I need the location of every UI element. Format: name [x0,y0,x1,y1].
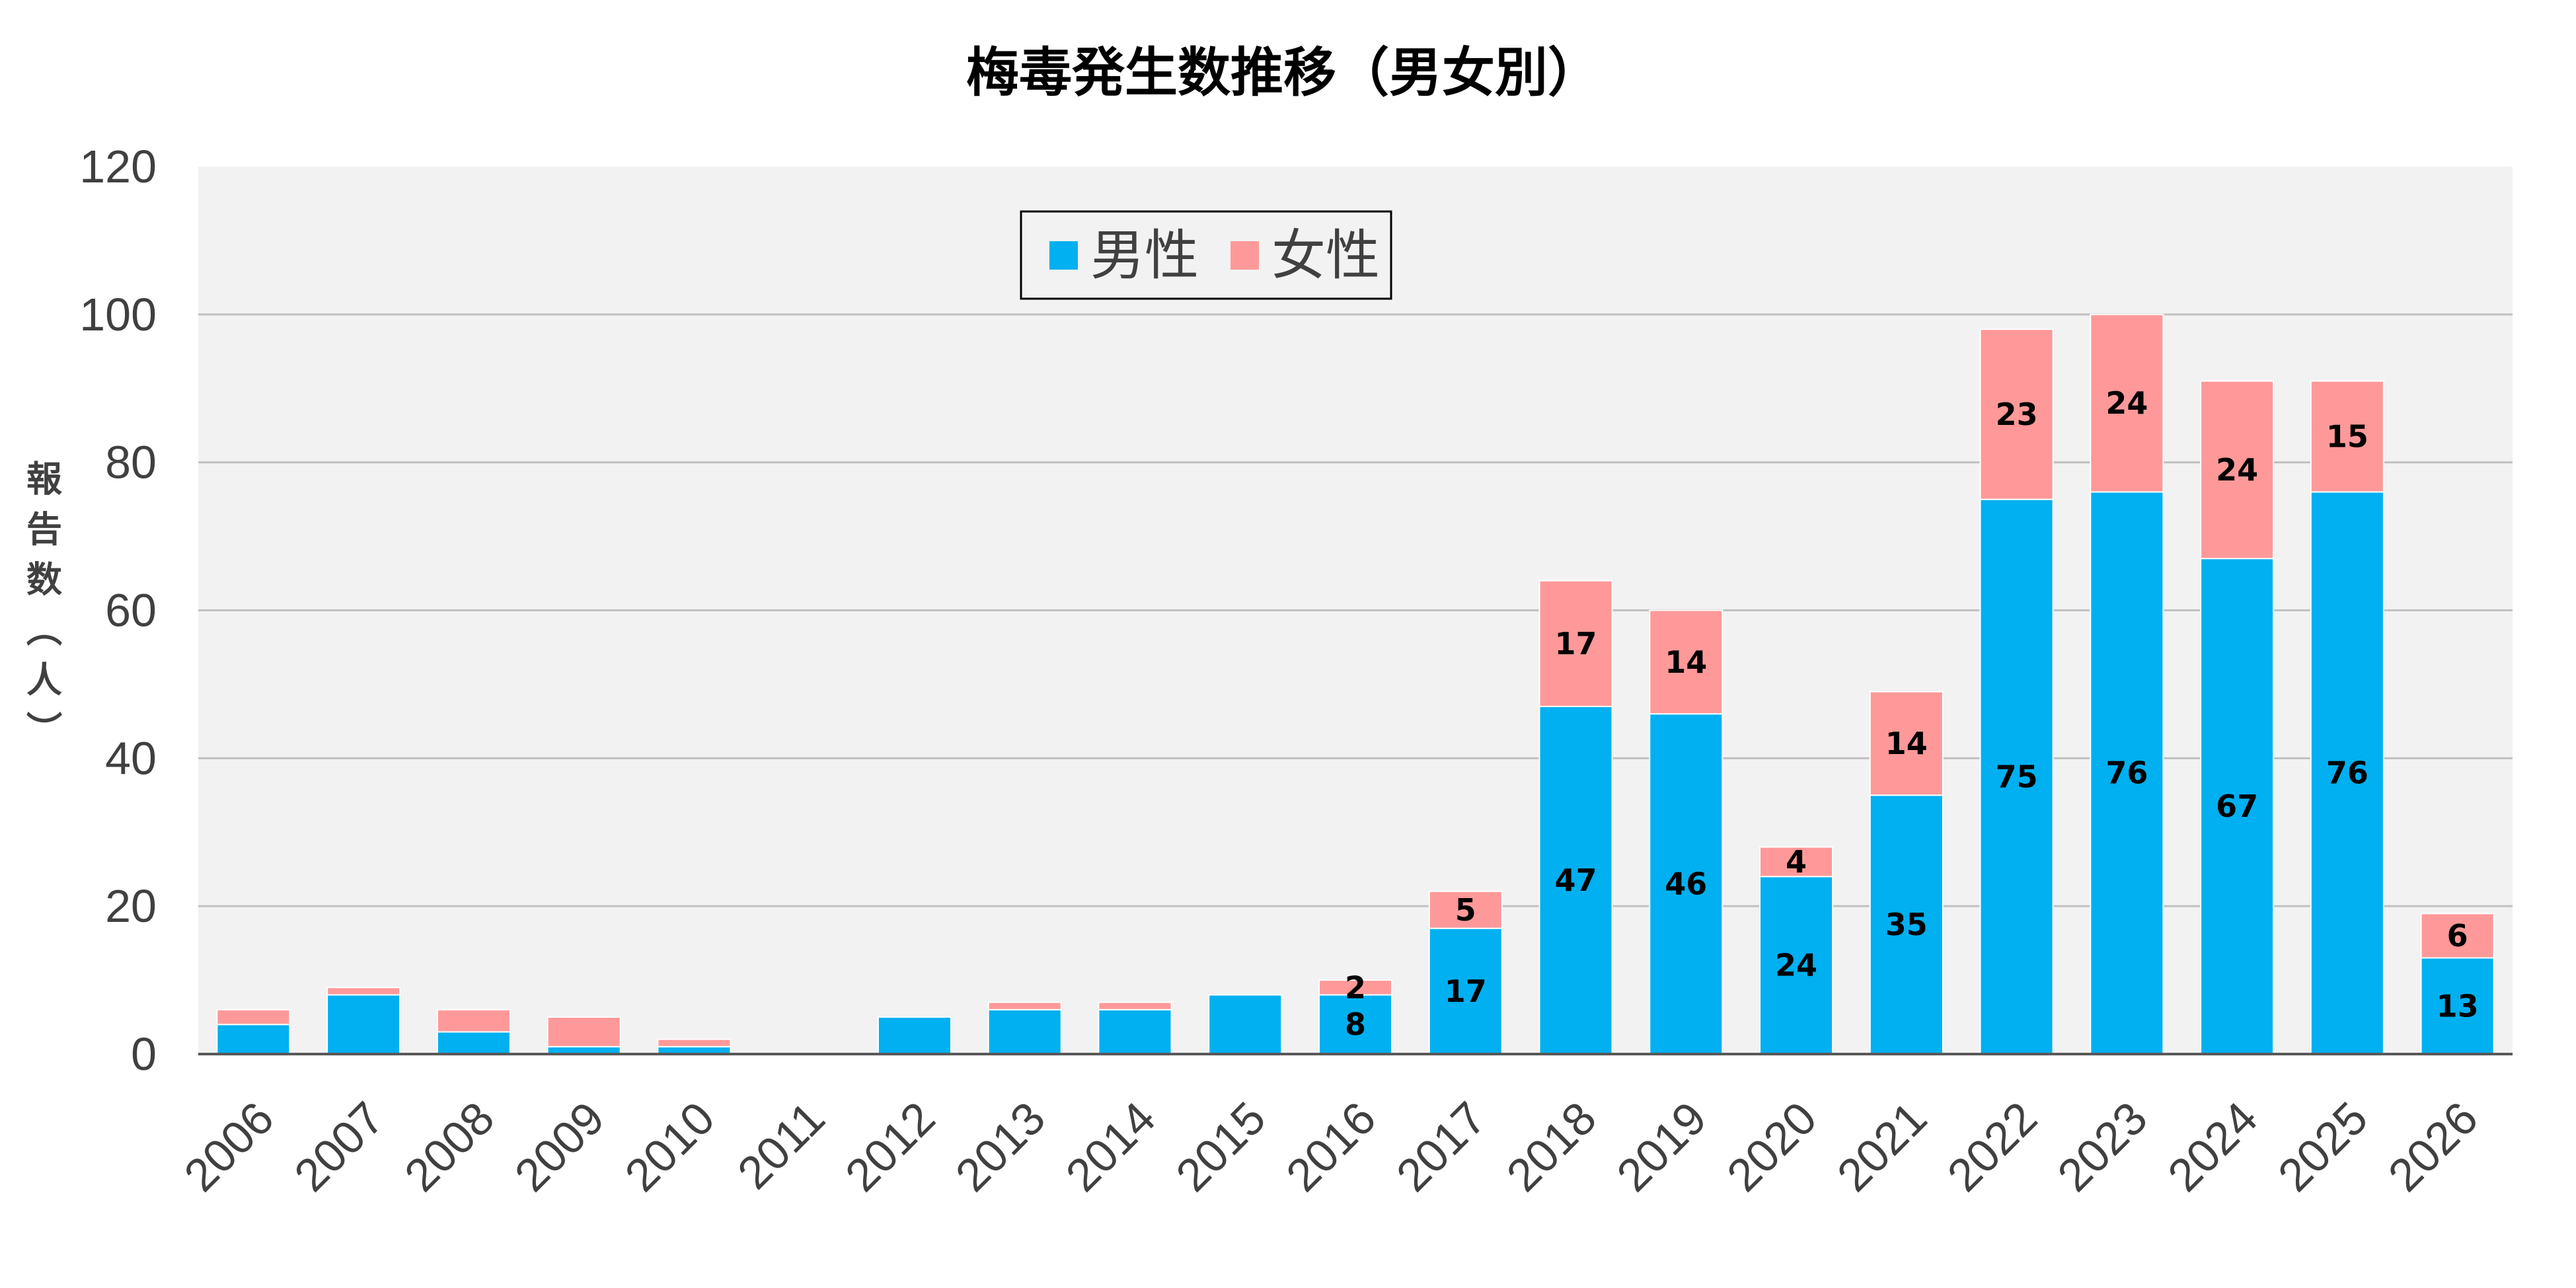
y-tick-label-80: 80 [105,437,157,488]
chart-title: 梅毒発生数推移（男女別） [966,42,1601,104]
x-tick-label-2007: 2007 [284,1092,393,1201]
bar-series-2-2008 [436,1008,511,1033]
bar-series-2-2022 [1979,328,2054,500]
x-tick-label-2014: 2014 [1056,1092,1165,1201]
x-tick-label-2009: 2009 [505,1092,614,1201]
legend: 男性 女性 [1020,210,1392,300]
x-axis-tick-labels: 2006 2007 2008 2009 2010 2011 2012 2013 2014 2015… [174,1092,2488,1201]
x-tick-label-2012: 2012 [835,1092,944,1201]
bar-series-1-2015 [1208,994,1283,1055]
x-tick-label-2013: 2013 [946,1092,1055,1201]
bar-series-2-2013 [987,1001,1062,1010]
y-axis-tick-labels: 0 20 40 60 80 100 120 [79,141,157,1080]
data-label-series-2-2017: 5 [1455,892,1476,928]
data-label-series-1-2020: 24 [1775,948,1817,983]
bar-series-2-2021 [1869,691,1944,796]
bar-series-2-2025 [2310,380,2384,493]
x-tick-label-2018: 2018 [1497,1092,1606,1201]
data-label-series-1-2026: 13 [2437,988,2479,1024]
bar-series-1-2006 [216,1024,291,1055]
data-label-series-1-2022: 75 [1996,759,2038,794]
data-label-series-1-2021: 35 [1885,907,1928,942]
legend-box [1020,210,1392,300]
bar-series-1-2018 [1538,705,1613,1055]
x-tick-label-2020: 2020 [1717,1092,1826,1201]
bar-series-2-2024 [2200,380,2275,560]
data-label-series-2-2026: 6 [2447,918,2468,954]
bar-series-2-2020 [1759,846,1834,878]
data-label-series-1-2024: 67 [2216,788,2258,824]
bar-series-1-2008 [436,1031,511,1055]
bar-series-2-2007 [326,987,401,996]
bar-series-2-2014 [1098,1001,1172,1010]
y-tick-label-40: 40 [105,732,157,784]
bar-series-2-2006 [216,1008,291,1026]
x-tick-label-2022: 2022 [1938,1092,2047,1201]
x-tick-label-2025: 2025 [2268,1092,2377,1201]
y-axis-title: 報告数（人） [20,459,62,761]
y-tick-label-0: 0 [131,1028,157,1080]
data-label-series-2-2022: 23 [1996,397,2038,432]
y-tick-label-20: 20 [105,880,157,932]
legend-swatch-series-2 [1231,241,1259,270]
data-label-series-1-2023: 76 [2105,755,2148,791]
bar-series-1-2013 [987,1008,1062,1055]
data-label-series-2-2020: 4 [1786,844,1807,880]
bar-series-2-2010 [657,1038,732,1047]
bar-series-2-2026 [2420,913,2495,959]
x-tick-label-2016: 2016 [1276,1092,1385,1201]
x-tick-label-2017: 2017 [1386,1092,1496,1201]
bar-series-1-2022 [1979,498,2054,1055]
bar-series-2-2018 [1538,580,1613,707]
y-tick-label-100: 100 [79,289,157,340]
bar-series-1-2026 [2420,957,2495,1055]
data-label-series-1-2025: 76 [2326,755,2368,791]
x-tick-label-2021: 2021 [1827,1092,1936,1201]
data-label-series-1-2018: 47 [1555,862,1597,898]
data-label-series-1-2019: 46 [1665,866,1707,902]
data-labels: 82 17 5 47 17 46 14 24 4 35 14 75 23 76 24 67 24 76 15 13 6 [1345,385,2479,1042]
bar-series-1-2021 [1869,794,1944,1055]
y-tick-label-120: 120 [79,141,157,192]
data-label-series-2-2023: 24 [2105,385,2148,421]
data-label-series-2-2019: 14 [1665,644,1707,680]
bar-series-1-2020 [1759,876,1834,1055]
x-tick-label-2010: 2010 [615,1092,724,1201]
data-label-series-2-2016: 2 [1345,969,1366,1005]
x-tick-label-2019: 2019 [1607,1092,1716,1201]
data-label-series-2-2025: 15 [2326,418,2368,454]
x-tick-label-2015: 2015 [1166,1092,1275,1201]
legend-label-series-1: 男性 [1090,225,1199,287]
data-label-series-1-2016: 8 [1345,1006,1366,1042]
data-label-series-2-2018: 17 [1555,626,1597,662]
bar-series-2-2016 [1318,979,1393,996]
y-axis-title-container: 報告数（人） [13,167,69,1054]
data-label-series-2-2021: 14 [1885,726,1928,761]
x-tick-label-2023: 2023 [2048,1092,2157,1201]
data-label-series-2-2024: 24 [2216,452,2258,488]
data-label-series-1-2017: 17 [1445,973,1487,1009]
bar-series-1-2024 [2200,558,2275,1055]
bar-series-2-2023 [2090,313,2164,493]
bar-series-1-2019 [1649,713,1724,1055]
bar-series-1-2007 [326,994,401,1055]
bar-series-2-2009 [547,1016,621,1047]
x-tick-label-2026: 2026 [2378,1092,2487,1201]
bar-series-2-2019 [1649,609,1724,715]
bar-series-2-2017 [1428,890,1503,929]
x-tick-label-2008: 2008 [395,1092,504,1201]
x-tick-label-2011: 2011 [728,1092,835,1199]
bar-series-1-2014 [1098,1008,1172,1055]
legend-label-series-2: 女性 [1271,225,1380,287]
x-tick-label-2024: 2024 [2158,1092,2267,1201]
y-tick-label-60: 60 [105,585,157,636]
bars [216,313,2495,1055]
x-tick-label-2006: 2006 [174,1092,284,1201]
legend-swatch-series-1 [1049,241,1078,270]
bar-series-1-2012 [877,1016,952,1055]
